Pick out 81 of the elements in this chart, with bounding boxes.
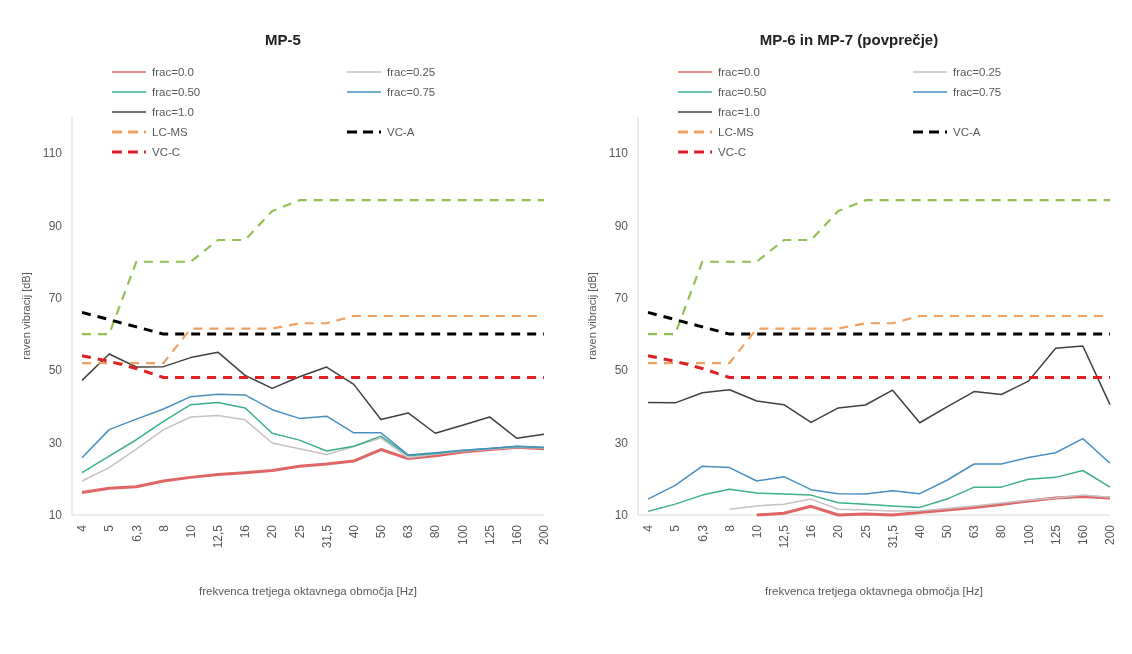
x-tick-label: 10 xyxy=(183,524,198,539)
x-axis-title: frekvenca tretjega oktavnega območja [Hz] xyxy=(199,585,417,597)
y-tick-label: 50 xyxy=(48,363,63,378)
x-tick-label: 25 xyxy=(292,524,307,539)
y-tick-label: 70 xyxy=(614,291,629,306)
x-tick-label: 16 xyxy=(804,524,819,539)
x-tick-label: 16 xyxy=(238,524,253,539)
legend-label: VC-A xyxy=(953,126,981,139)
line-series xyxy=(728,494,1111,512)
x-tick-label: 160 xyxy=(1076,524,1091,546)
x-tick-label: 4 xyxy=(641,524,656,532)
x-tick-label: 125 xyxy=(482,524,497,546)
x-axis-title: frekvenca tretjega oktavnega območja [Hz] xyxy=(765,585,983,597)
x-tick-label: 20 xyxy=(265,524,280,539)
y-tick-label: 30 xyxy=(614,435,629,450)
x-tick-label: 125 xyxy=(1048,524,1063,546)
chart-title: MP-5 xyxy=(265,31,301,48)
y-tick-label: 30 xyxy=(48,435,63,450)
x-tick-label: 40 xyxy=(346,524,361,539)
legend-label: frac=0.50 xyxy=(718,86,767,99)
line-series xyxy=(647,469,1111,513)
line-series xyxy=(80,199,546,336)
x-tick-label: 12,5 xyxy=(211,524,226,549)
x-tick-label: 25 xyxy=(858,524,873,539)
x-tick-label: 40 xyxy=(912,524,927,539)
x-tick-label: 20 xyxy=(831,524,846,539)
y-tick-label: 90 xyxy=(48,218,63,233)
y-axis-title: raven vibracij [dB] xyxy=(20,272,32,360)
legend-label: VC-A xyxy=(387,126,415,139)
x-tick-label: 200 xyxy=(1103,524,1118,546)
x-tick-label: 10 xyxy=(749,524,764,539)
y-tick-label: 90 xyxy=(614,218,629,233)
legend-label: LC-MS xyxy=(152,126,189,139)
x-tick-label: 80 xyxy=(994,524,1009,539)
legend-label: frac=1.0 xyxy=(718,106,760,119)
x-tick-label: 200 xyxy=(537,524,552,546)
line-series xyxy=(646,199,1112,336)
line-series xyxy=(647,437,1111,500)
line-series xyxy=(81,351,545,440)
x-tick-label: 100 xyxy=(1021,524,1036,546)
line-series xyxy=(81,414,545,482)
x-tick-label: 100 xyxy=(455,524,470,546)
legend-label: VC-C xyxy=(718,146,747,159)
legend-label: frac=0.0 xyxy=(718,66,760,79)
legend-label: LC-MS xyxy=(718,126,755,139)
legend-label: frac=1.0 xyxy=(152,106,194,119)
legend-label: frac=0.50 xyxy=(152,86,201,99)
x-tick-label: 5 xyxy=(668,524,683,532)
y-tick-label: 50 xyxy=(614,363,629,378)
line-series xyxy=(81,393,545,459)
legend-label: frac=0.75 xyxy=(387,86,436,99)
y-tick-label: 70 xyxy=(48,291,63,306)
line-series xyxy=(80,310,546,336)
chart-title: MP-6 in MP-7 (povprečje) xyxy=(759,31,939,48)
line-series xyxy=(647,345,1111,424)
line-series xyxy=(80,354,546,380)
x-tick-label: 5 xyxy=(102,524,117,532)
legend-label: frac=0.75 xyxy=(953,86,1002,99)
x-tick-label: 12,5 xyxy=(777,524,792,549)
x-tick-label: 80 xyxy=(428,524,443,539)
y-tick-label: 110 xyxy=(608,146,629,161)
y-tick-label: 110 xyxy=(42,146,63,161)
x-tick-label: 31,5 xyxy=(319,524,334,549)
x-tick-label: 6,3 xyxy=(695,524,710,542)
x-tick-label: 4 xyxy=(75,524,90,532)
x-tick-label: 160 xyxy=(510,524,525,546)
legend-label: VC-C xyxy=(152,146,181,159)
x-tick-label: 6,3 xyxy=(129,524,144,542)
x-tick-label: 31,5 xyxy=(885,524,900,549)
legend-label: frac=0.0 xyxy=(152,66,194,79)
y-axis-title: raven vibracij [dB] xyxy=(586,272,598,360)
legend-label: frac=0.25 xyxy=(387,66,436,79)
x-tick-label: 63 xyxy=(967,524,982,539)
x-tick-label: 63 xyxy=(401,524,416,539)
x-tick-label: 8 xyxy=(156,524,171,532)
line-series xyxy=(646,310,1112,336)
legend-label: frac=0.25 xyxy=(953,66,1002,79)
x-tick-label: 50 xyxy=(374,524,389,539)
x-tick-label: 8 xyxy=(722,524,737,532)
line-series xyxy=(646,354,1112,380)
x-tick-label: 50 xyxy=(940,524,955,539)
